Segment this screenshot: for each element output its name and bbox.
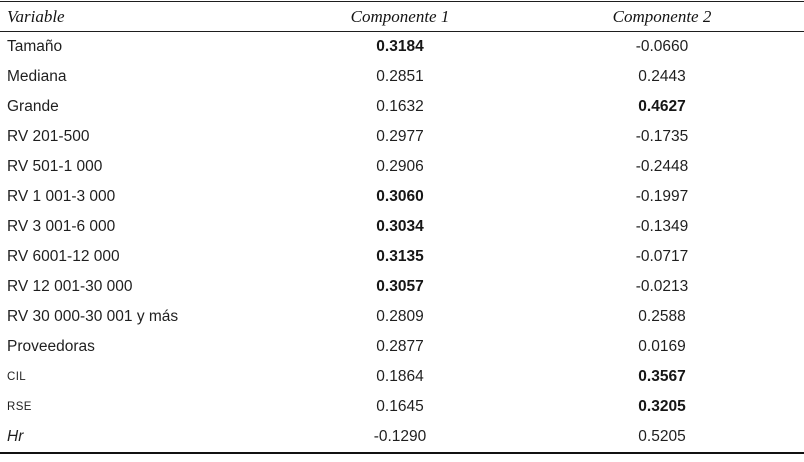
- variable-cell: RV 201-500: [7, 128, 90, 145]
- variable-cell: Grande: [7, 98, 59, 115]
- variable-cell: RV 1 001-3 000: [7, 188, 116, 205]
- table-row: RV 3 001-6 000 0.3034 -0.1349: [0, 212, 804, 242]
- componente-1-cell: 0.2851: [376, 68, 424, 85]
- componente-2-cell: -0.1735: [635, 128, 689, 145]
- column-header-componente-1: Componente 1: [280, 1, 520, 32]
- table-body: Tamaño 0.3184 -0.0660 Mediana 0.2851 0.2443 Gr…: [0, 32, 804, 454]
- componente-1-cell: 0.3034: [376, 218, 424, 235]
- componente-1-cell: 0.2906: [376, 158, 424, 175]
- componente-2-cell: -0.0213: [635, 278, 689, 295]
- table-row: Hr -0.1290 0.5205: [0, 422, 804, 453]
- componente-1-cell: 0.2877: [376, 338, 424, 355]
- componente-1-cell: 0.1632: [376, 98, 424, 115]
- componente-1-cell: 0.1864: [376, 368, 424, 385]
- componente-1-cell: 0.1645: [376, 398, 424, 415]
- table-row: Proveedoras 0.2877 0.0169: [0, 332, 804, 362]
- componente-2-cell: -0.1997: [635, 188, 689, 205]
- componente-2-cell: -0.1349: [635, 218, 689, 235]
- componente-1-cell: 0.2977: [376, 128, 424, 145]
- table-row: RV 501-1 000 0.2906 -0.2448: [0, 152, 804, 182]
- componente-2-cell: 0.3205: [638, 398, 686, 415]
- componente-1-cell: 0.2809: [376, 308, 424, 325]
- table-row: CIL 0.1864 0.3567: [0, 362, 804, 392]
- componente-1-cell: 0.3135: [376, 248, 424, 265]
- componente-2-cell: -0.2448: [635, 158, 689, 175]
- componente-1-cell: 0.3057: [376, 278, 424, 295]
- componente-2-cell: 0.4627: [638, 98, 686, 115]
- variable-cell: RV 6001-12 000: [7, 248, 120, 265]
- componente-1-cell: 0.3184: [376, 38, 424, 55]
- variable-cell: CIL: [7, 371, 27, 383]
- column-header-variable: Variable: [0, 1, 280, 32]
- componente-2-cell: 0.0169: [638, 338, 686, 355]
- table-row: RV 201-500 0.2977 -0.1735: [0, 122, 804, 152]
- componente-1-cell: 0.3060: [376, 188, 424, 205]
- variable-cell: RV 12 001-30 000: [7, 278, 133, 295]
- table-row: RV 6001-12 000 0.3135 -0.0717: [0, 242, 804, 272]
- table-row: Tamaño 0.3184 -0.0660: [0, 32, 804, 63]
- column-header-componente-2: Componente 2: [520, 1, 804, 32]
- variable-cell: Proveedoras: [7, 338, 95, 355]
- table-row: RV 12 001-30 000 0.3057 -0.0213: [0, 272, 804, 302]
- table-row: Mediana 0.2851 0.2443: [0, 62, 804, 92]
- table-row: RSE 0.1645 0.3205: [0, 392, 804, 422]
- variable-cell: RSE: [7, 401, 32, 413]
- variable-cell: Tamaño: [7, 38, 63, 55]
- variable-cell: RV 501-1 000: [7, 158, 103, 175]
- componente-2-cell: 0.2443: [638, 68, 686, 85]
- componente-2-cell: -0.0660: [635, 38, 689, 55]
- table-row: RV 30 000-30 001 y más 0.2809 0.2588: [0, 302, 804, 332]
- componente-2-cell: 0.2588: [638, 308, 686, 325]
- table-row: RV 1 001-3 000 0.3060 -0.1997: [0, 182, 804, 212]
- header-row: Variable Componente 1 Componente 2: [0, 1, 804, 32]
- variable-cell: RV 3 001-6 000: [7, 218, 116, 235]
- componente-2-cell: 0.3567: [638, 368, 686, 385]
- variable-cell: Mediana: [7, 68, 67, 85]
- variable-cell: RV 30 000-30 001 y más: [7, 308, 179, 325]
- table-header: Variable Componente 1 Componente 2: [0, 1, 804, 32]
- table-row: Grande 0.1632 0.4627: [0, 92, 804, 122]
- componente-2-cell: -0.0717: [635, 248, 689, 265]
- componente-2-cell: 0.5205: [638, 428, 686, 445]
- variable-cell: Hr: [7, 428, 24, 445]
- componente-1-cell: -0.1290: [373, 428, 427, 445]
